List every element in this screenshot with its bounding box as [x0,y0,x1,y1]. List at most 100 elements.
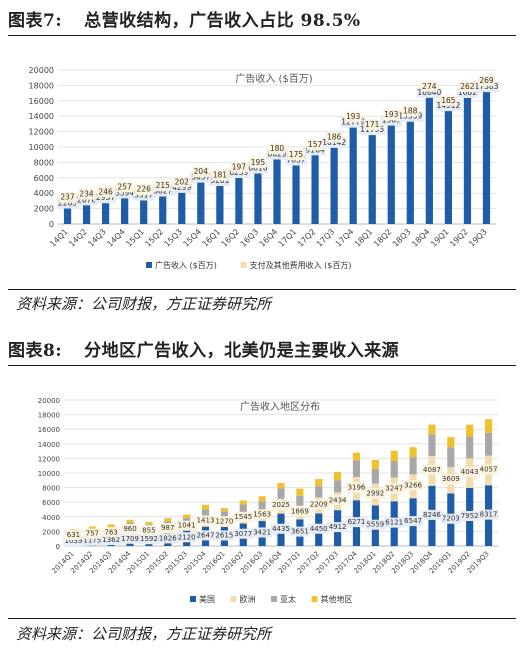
data-label: 165 [441,96,456,105]
bar-3 [409,447,417,458]
data-label: 16640 [417,88,441,97]
data-label: 8317 [480,511,498,519]
title-rule [8,365,516,366]
legend-label: 其他地区 [321,594,353,604]
data-label-bg [140,525,158,536]
y-tick-label: 10000 [38,470,60,478]
data-label: 17383 [475,82,499,91]
data-label: 4043 [461,468,479,476]
data-label: 6121 [385,519,403,527]
x-tick-label: 16Q3 [239,227,261,249]
data-label-bg [440,474,461,485]
data-label: 1709 [121,535,139,543]
data-label: 763 [104,528,117,536]
x-tick-label: 17Q3 [315,227,337,249]
legend-swatch [146,262,152,268]
data-label: 157 [308,140,323,149]
data-label: 4450 [310,525,328,533]
data-label: 3594 [115,188,134,197]
data-label: 215 [156,181,171,190]
bar-3 [88,526,96,530]
data-label: 3266 [404,481,422,489]
data-label-bg [384,483,405,494]
data-label-bg [249,157,267,169]
data-label-bg [252,527,273,538]
y-tick-label: 12000 [38,455,60,463]
data-label: 2615 [215,531,233,539]
data-label-bg [402,480,424,491]
data-label-bg [233,528,254,539]
x-tick-label: 17Q1 [277,227,299,249]
bar-3 [334,471,342,481]
data-label-bg [173,176,191,188]
bar-0 [330,145,338,224]
title-rule [8,35,516,36]
bar-3 [258,496,266,502]
chart-title: 广告收入 ($百万) [235,72,312,85]
data-label-bg [458,81,476,92]
bar-0 [178,190,186,224]
bar-0 [63,206,72,224]
data-label: 3077 [234,530,252,538]
bar-3 [164,518,172,522]
x-tick-label: 18Q1 [353,227,375,249]
data-label: 274 [422,82,437,91]
data-label: 6547 [404,517,422,525]
data-label: 1041 [178,522,196,530]
bar-2 [352,460,361,477]
y-tick-label: 2000 [34,205,54,214]
y-tick-label: 18000 [38,412,60,420]
data-label: 6816 [248,164,267,173]
data-label: 1270 [215,517,233,525]
data-label: 171 [365,120,380,129]
data-label: 202 [175,177,190,186]
bar-3 [447,437,455,448]
data-label-bg [157,533,178,544]
bar-3 [371,459,379,469]
regional-revenue-chart: 0 2000 4000 6000 8000 10000 12000 14000 16000 180… [24,390,502,612]
data-label-bg [138,534,160,545]
bar-0 [482,90,491,224]
bar-0 [387,123,395,224]
bar-0 [444,109,453,224]
bar-3 [428,424,436,435]
data-label: 2957 [96,193,115,202]
x-tick-label: 14Q2 [67,227,89,249]
source-note: 资料来源：公司财报，方正证券研究所 [16,625,272,643]
bar-2 [201,509,210,517]
data-label: 1592 [140,535,158,543]
figure-title: 图表7: 总营收结构，广告收入占比 98.5% [8,6,361,31]
source-rule [8,618,516,619]
data-label: 855 [142,526,155,534]
data-label: 257 [117,182,132,191]
bar-0 [463,95,472,224]
data-label-bg [121,524,139,535]
x-tick-label: 16Q4 [258,227,280,249]
bar-0 [368,133,376,224]
data-label-bg [195,530,216,541]
data-label-bg [382,109,400,121]
data-label-bg [270,500,292,511]
data-label-bg [325,131,343,143]
data-label: 262 [460,82,475,91]
data-label-bg [287,149,305,161]
data-label-bg [159,523,176,534]
data-label-bg [401,105,419,117]
bar-3 [145,521,153,525]
data-label-bg [268,143,286,155]
legend-swatch [271,596,278,602]
bar-2 [484,432,493,456]
data-label-bg [421,464,443,475]
bar-3 [296,488,304,496]
data-label-bg [344,111,362,123]
bar-3 [107,524,115,528]
legend-swatch [240,262,247,268]
data-label: 2434 [329,496,347,504]
bar-0 [197,180,205,224]
bar-3 [315,479,323,487]
data-label-bg [363,119,381,130]
data-label: 226 [137,185,152,194]
bar-0 [406,119,414,224]
data-label-bg [78,189,96,200]
bar-2 [371,468,379,484]
